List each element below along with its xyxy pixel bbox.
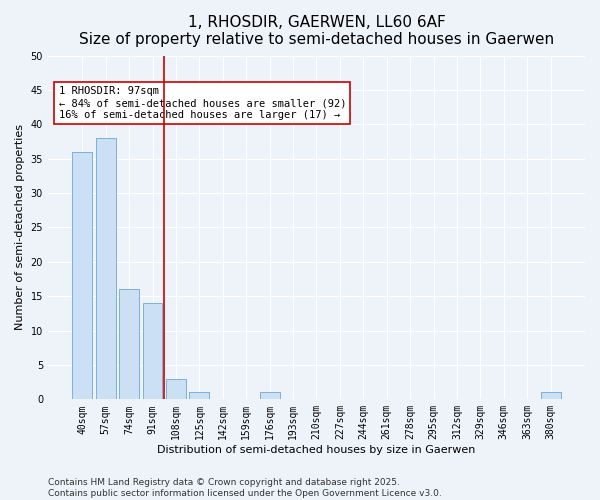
Title: 1, RHOSDIR, GAERWEN, LL60 6AF
Size of property relative to semi-detached houses : 1, RHOSDIR, GAERWEN, LL60 6AF Size of pr… [79,15,554,48]
Y-axis label: Number of semi-detached properties: Number of semi-detached properties [15,124,25,330]
Text: Contains HM Land Registry data © Crown copyright and database right 2025.
Contai: Contains HM Land Registry data © Crown c… [48,478,442,498]
Text: 1 RHOSDIR: 97sqm
← 84% of semi-detached houses are smaller (92)
16% of semi-deta: 1 RHOSDIR: 97sqm ← 84% of semi-detached … [59,86,346,120]
Bar [73,152,92,400]
Bar [96,138,116,400]
Bar [541,392,560,400]
Bar [190,392,209,400]
Bar [143,303,163,400]
Bar [166,378,186,400]
X-axis label: Distribution of semi-detached houses by size in Gaerwen: Distribution of semi-detached houses by … [157,445,476,455]
Bar [119,290,139,400]
Bar [260,392,280,400]
